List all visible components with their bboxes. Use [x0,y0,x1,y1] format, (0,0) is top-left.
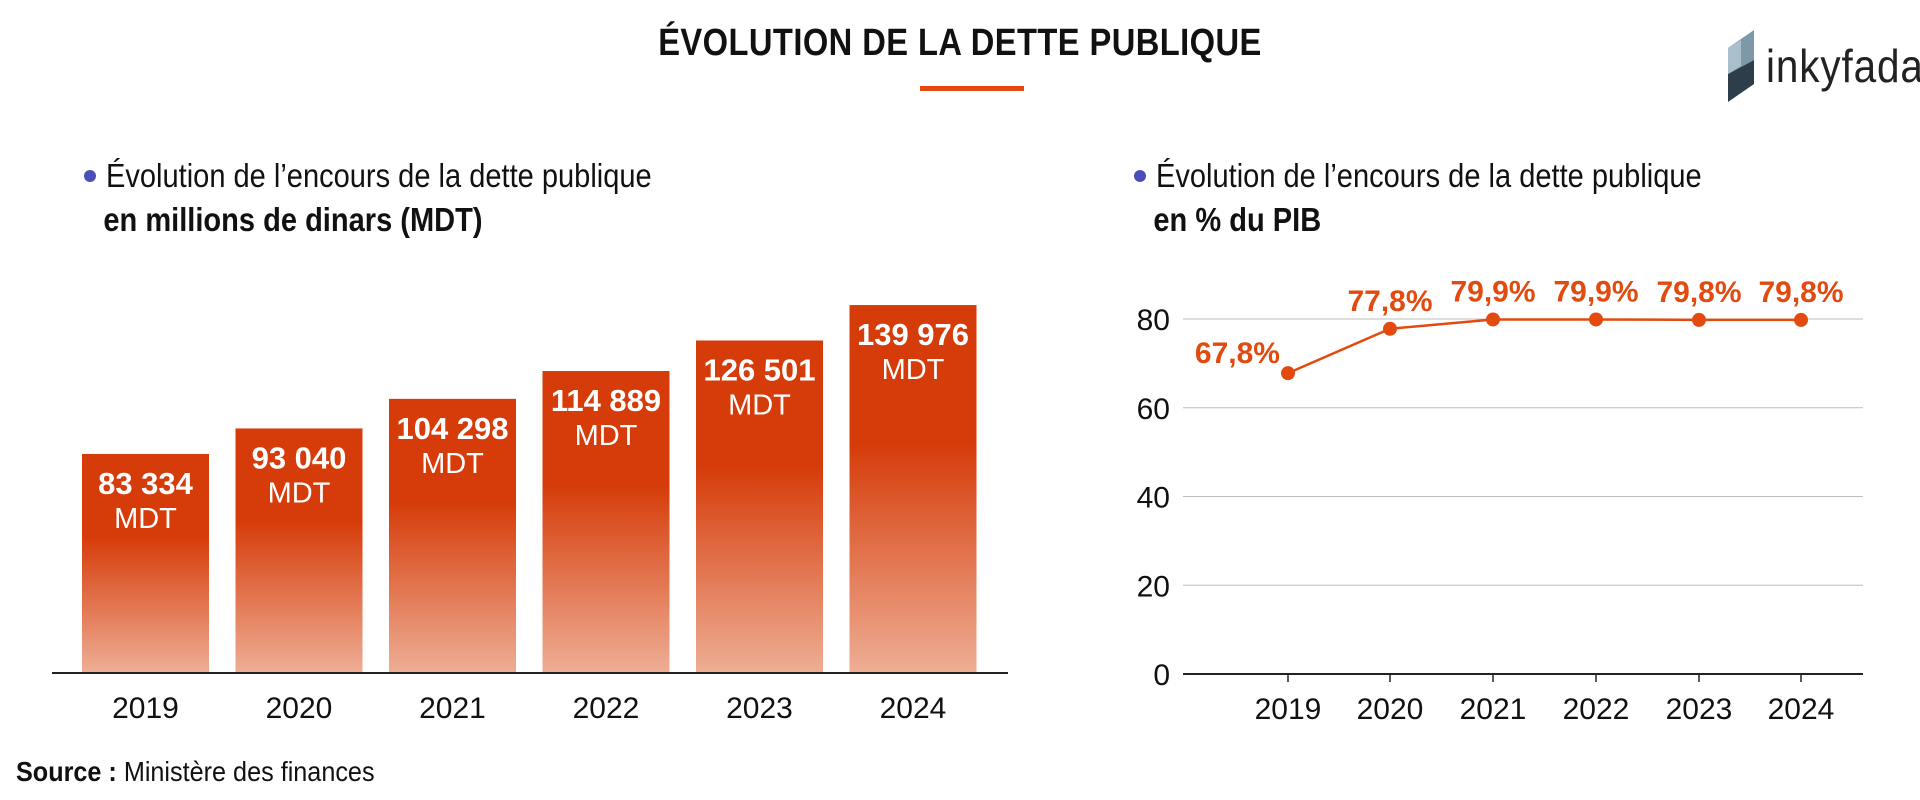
x-tick-label: 2022 [573,692,640,725]
logo-icon [1728,30,1754,102]
source-text: Ministère des finances [123,756,375,787]
bar-unit-label: MDT [421,448,484,480]
y-tick-label: 40 [1137,482,1170,515]
line-chart-heading: Évolution de l’encours de la dette publi… [1134,154,1776,242]
line-chart: 0 20 40 60 80 2019 2020 2021 2022 2023 2024 67,8% 77… [1137,275,1863,720]
data-point [1486,312,1500,327]
y-tick-label: 80 [1137,304,1170,337]
x-tick-label: 2020 [1357,693,1424,720]
series-line [1287,318,1801,375]
x-tick-label: 2020 [266,692,333,725]
line-chart-heading-line1: Évolution de l’encours de la dette publi… [1156,157,1702,194]
x-tick-label: 2021 [1460,693,1527,720]
bar-2024 [849,305,977,673]
x-tick-label: 2023 [1666,693,1733,720]
bar-value-label: 114 889 [551,383,661,418]
data-point [1383,321,1397,336]
bar-unit-label: MDT [882,354,945,386]
source-label: Source : [16,756,117,787]
y-tick-label: 60 [1137,393,1170,426]
data-point [1589,312,1603,327]
x-tick-label: 2023 [726,692,793,725]
bar-chart-heading-line2: en millions de dinars (MDT) [103,201,483,238]
data-point [1281,366,1295,381]
data-label: 79,9% [1450,275,1535,308]
x-tick-label: 2022 [1563,693,1630,720]
brand-logo: inkyfada [1728,30,1920,102]
data-label: 67,8% [1195,337,1280,370]
bar-2020 [235,428,363,673]
bar-value-label: 93 040 [252,440,347,475]
data-point [1692,312,1706,327]
data-label: 79,8% [1758,276,1843,309]
bullet-dot [84,170,96,182]
data-label: 79,9% [1553,275,1638,308]
data-point [1794,312,1808,327]
bar-unit-label: MDT [268,477,331,509]
x-tick-label: 2024 [1768,693,1835,720]
line-chart-heading-line2: en % du PIB [1153,201,1322,238]
bullet-dot [1134,170,1146,182]
bar-chart-heading: Évolution de l’encours de la dette publi… [84,154,726,242]
x-tick-label: 2019 [1255,693,1322,720]
bar-2022 [542,371,670,673]
source-note: Source : Ministère des finances [16,756,375,788]
bar-2021 [389,398,516,673]
x-tick-label: 2021 [419,692,486,725]
title-underline [920,86,1024,91]
x-tick-label: 2024 [880,692,947,725]
bar-2023 [696,340,823,673]
bar-unit-label: MDT [728,389,791,421]
bar-unit-label: MDT [575,420,638,452]
page-title: ÉVOLUTION DE LA DETTE PUBLIQUE [658,22,1262,64]
bar-value-label: 126 501 [703,352,815,387]
bar-unit-label: MDT [114,503,177,535]
brand-name: inkyfada [1766,40,1920,92]
bar-chart-heading-line1: Évolution de l’encours de la dette publi… [106,157,652,194]
bar-value-label: 139 976 [857,317,969,352]
data-label: 79,8% [1656,276,1741,309]
y-tick-label: 0 [1153,659,1170,692]
bar-value-label: 104 298 [396,411,508,446]
bar-2019 [82,453,209,673]
data-label: 77,8% [1347,285,1432,318]
y-tick-label: 20 [1137,570,1170,603]
x-tick-label: 2019 [112,692,179,725]
bar-value-label: 83 334 [98,466,194,501]
